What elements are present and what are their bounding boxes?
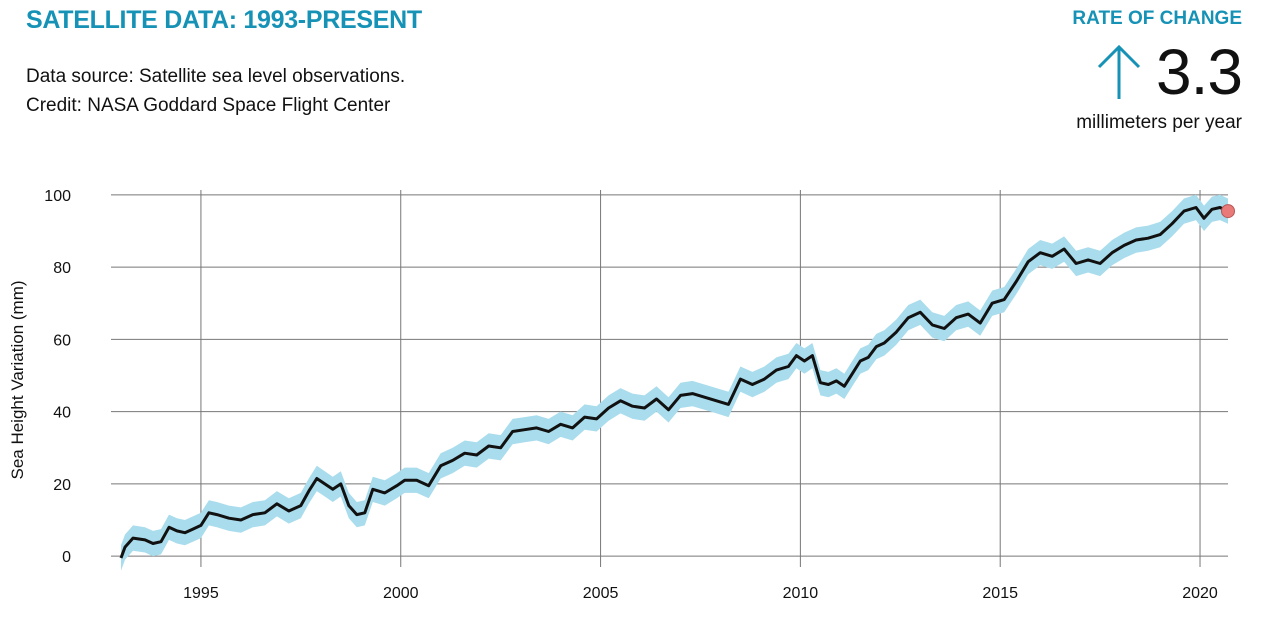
page-title: SATELLITE DATA: 1993-PRESENT: [26, 6, 422, 34]
y-tick-label: 40: [53, 405, 71, 422]
x-tick-label: 1995: [183, 585, 219, 602]
x-tick-label: 2000: [383, 585, 419, 602]
x-tick-label: 2010: [783, 585, 819, 602]
uncertainty-band: [121, 194, 1228, 571]
arrow-up-icon: [1097, 44, 1141, 99]
y-tick-labels: 0 20 40 60 80 100: [44, 188, 71, 566]
data-line-layer: [119, 204, 1235, 559]
x-tick-label: 2020: [1182, 585, 1218, 602]
uncertainty-band-layer: [121, 194, 1228, 571]
rate-unit: millimeters per year: [1076, 112, 1242, 133]
x-tick-label: 2005: [583, 585, 619, 602]
sea-level-chart: 0 20 40 60 80 100 1995 2000 2005 2010 2015 2020 Se…: [8, 188, 1235, 602]
rate-label: RATE OF CHANGE: [1072, 8, 1242, 29]
rate-of-change-panel: RATE OF CHANGE 3.3 millimeters per year: [1072, 8, 1243, 134]
y-axis-label: Sea Height Variation (mm): [8, 280, 27, 479]
x-tick-label: 2015: [982, 585, 1018, 602]
y-tick-label: 100: [44, 188, 71, 205]
x-tick-labels: 1995 2000 2005 2010 2015 2020: [183, 585, 1218, 602]
data-source-line: Data source: Satellite sea level observa…: [26, 66, 406, 87]
credit-line: Credit: NASA Goddard Space Flight Center: [26, 95, 391, 116]
y-tick-label: 60: [53, 332, 71, 349]
latest-value-marker: [1221, 204, 1235, 219]
rate-value: 3.3: [1156, 36, 1243, 108]
rate-row: 3.3: [1072, 36, 1243, 108]
y-tick-label: 80: [53, 260, 71, 277]
chart-grid: [111, 190, 1228, 567]
sea-level-line: [119, 206, 1229, 559]
y-tick-label: 20: [53, 477, 71, 494]
source-block: Data source: Satellite sea level observa…: [26, 62, 405, 120]
y-tick-label: 0: [62, 549, 71, 566]
